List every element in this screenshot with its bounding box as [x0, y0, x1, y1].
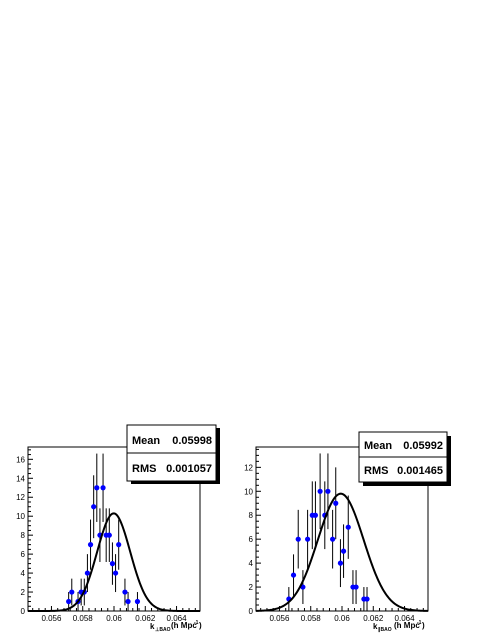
right-stats-mean-value: 0.05992 [403, 440, 443, 452]
right-xlabel-units-close: ) [422, 621, 425, 630]
right-fit [255, 492, 429, 612]
right-data-point [340, 548, 347, 554]
left-xlabel-units-sup: -1 [194, 620, 199, 626]
left-data-point [66, 598, 72, 605]
right-xlabel: k [373, 622, 378, 631]
left-data-point [134, 598, 141, 605]
right-ytick-label: 10 [244, 487, 253, 496]
left-xlabel-units-close: ) [199, 621, 202, 630]
right-ytick-label: 8 [249, 511, 254, 520]
right-data-point [333, 500, 339, 506]
left-ytick-label: 10 [16, 512, 25, 521]
left-xtick-label: 0.056 [41, 614, 62, 623]
left-data-point [94, 485, 100, 491]
right-data-point [330, 536, 336, 542]
left-xtick-label: 0.064 [167, 614, 188, 623]
right-data-point [337, 560, 344, 566]
right-xlabel-sub: ∥BAO [378, 627, 392, 633]
left-xtick-label: 0.058 [73, 614, 94, 623]
right-xtick-label: 0.062 [363, 614, 384, 623]
left-data-point [116, 542, 122, 548]
right-panel: 0.056 0.058 0.06 0.062 0.064 0 2 4 6 8 10 12 k ∥BAO… [244, 431, 451, 633]
left-data-point [109, 561, 116, 567]
left-ytick-label: 4 [21, 569, 26, 578]
left-data-point [100, 485, 106, 491]
right-ytick-label: 6 [249, 535, 254, 544]
right-xtick-label: 0.056 [269, 614, 290, 623]
left-stats-mean-label: Mean [132, 435, 160, 447]
right-xtick-label: 0.064 [395, 614, 416, 623]
right-xlabel-units-sup: -1 [417, 620, 422, 626]
right-data-point [364, 596, 370, 602]
left-stats-mean-value: 0.05998 [172, 435, 212, 447]
left-ytick-label: 12 [16, 493, 25, 502]
right-fit-curve [255, 492, 429, 612]
left-fit-curve [28, 512, 200, 612]
left-ytick-label: 16 [16, 455, 25, 464]
right-data-point [345, 524, 351, 530]
left-ytick-label: 0 [21, 607, 26, 616]
left-ytick-label: 8 [21, 531, 26, 540]
left-ytick-label: 14 [16, 474, 25, 483]
right-stats-rms-value: 0.001465 [397, 465, 443, 477]
left-data-point [122, 589, 128, 595]
right-ytick-label: 4 [249, 559, 254, 568]
left-fit [28, 512, 200, 612]
right-xlabel-units: (h Mpc [394, 621, 420, 630]
right-ytick-label: 12 [244, 463, 253, 472]
left-data-point [112, 570, 119, 576]
left-data-point [69, 589, 75, 595]
left-marks [66, 453, 141, 611]
left-ytick-label: 6 [21, 550, 26, 559]
left-xtick-label: 0.06 [106, 614, 122, 623]
right-stats-rms-label: RMS [364, 465, 388, 477]
left-xlabel-sub: ⊥BAO [155, 627, 171, 633]
right-ytick-label: 2 [249, 583, 254, 592]
left-ytick-label: 2 [21, 588, 26, 597]
left-stats-rms-value: 0.001057 [166, 463, 212, 475]
right-ticks: 0.056 0.058 0.06 0.062 0.064 0 2 4 6 8 10 12 [244, 448, 424, 623]
right-xtick-label: 0.058 [301, 614, 322, 623]
left-data-point [125, 598, 131, 605]
right-data-point [353, 584, 359, 590]
right-stats-mean-label: Mean [364, 440, 392, 452]
left-stats-box: Mean 0.05998 RMS 0.001057 [126, 424, 220, 484]
left-xtick-label: 0.062 [135, 614, 156, 623]
right-xtick-label: 0.06 [334, 614, 350, 623]
left-stats-rms-label: RMS [132, 463, 156, 475]
right-data-point [290, 572, 297, 578]
left-data-point [91, 504, 97, 510]
right-data-point [295, 536, 301, 542]
left-data-point [87, 542, 94, 548]
left-data-point [106, 532, 112, 538]
left-xlabel: k [150, 622, 155, 631]
right-data-point [312, 512, 319, 518]
right-data-point [317, 488, 323, 494]
right-ytick-label: 0 [249, 607, 254, 616]
right-data-point [305, 536, 311, 542]
left-xlabel-units: (h Mpc [171, 621, 197, 630]
right-data-point [325, 488, 331, 494]
right-stats-box: Mean 0.05992 RMS 0.001465 [358, 431, 451, 486]
left-ticks: 0.056 0.058 0.06 0.062 0.064 0 2 4 6 8 10 12 14 16 [16, 449, 196, 623]
left-data-point [84, 570, 91, 576]
